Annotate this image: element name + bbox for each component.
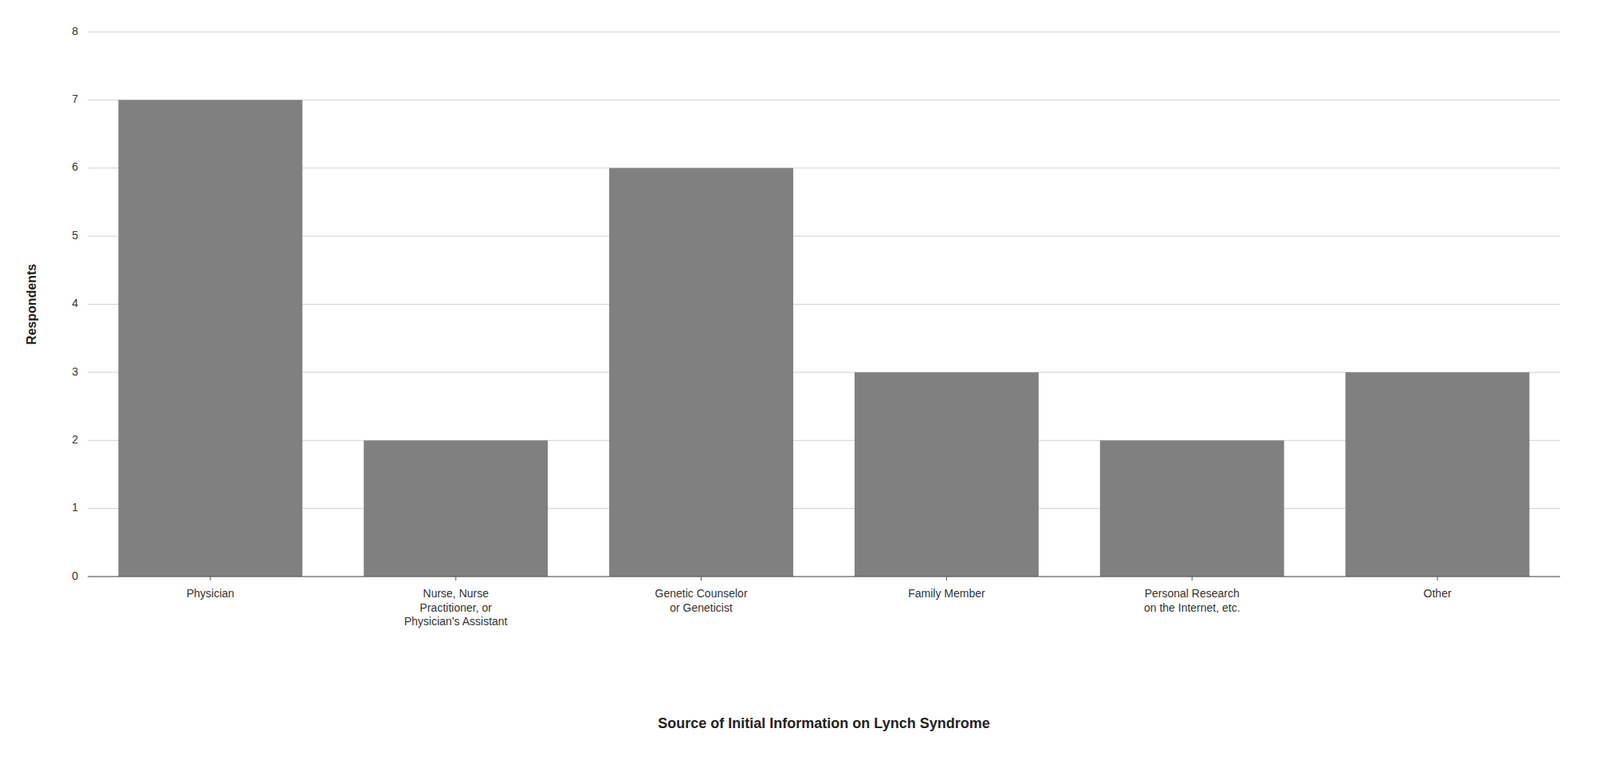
grid-line xyxy=(87,440,1561,441)
x-tick-label-line: Physician's Assistant xyxy=(404,614,508,628)
y-grid xyxy=(87,31,1561,577)
x-tick-label-line: Other xyxy=(1423,586,1452,600)
grid-line xyxy=(87,235,1561,237)
bar xyxy=(854,372,1039,577)
grid-line xyxy=(87,167,1561,169)
x-tick-label: Personal Researchon the Internet, etc. xyxy=(1143,586,1241,614)
page: {"chart_data": {"type": "bar", "categori… xyxy=(0,0,1600,760)
x-tick-label-line: Genetic Counselor xyxy=(655,586,748,600)
chart-container: 0 1 2 3 4 5 6 7 8 Physician Nurse, NursePractition… xyxy=(0,0,1600,760)
bar xyxy=(1100,440,1285,577)
grid-line xyxy=(87,371,1561,373)
x-tick-label: Other xyxy=(1423,586,1452,600)
grid-line xyxy=(87,576,1561,578)
x-tick xyxy=(946,576,948,581)
x-tick-labels: Physician Nurse, NursePractitioner, orPhy… xyxy=(186,576,1452,628)
x-tick-label: Physician xyxy=(186,586,235,600)
y-axis-label: Respondents xyxy=(24,263,39,345)
y-tick-label: 2 xyxy=(71,432,79,446)
bar xyxy=(363,440,548,577)
x-tick xyxy=(1191,576,1193,581)
x-tick-label-line: Physician xyxy=(186,586,235,600)
x-tick xyxy=(209,576,211,581)
x-tick-label: Family Member xyxy=(908,586,986,600)
y-tick-label: 3 xyxy=(71,365,79,378)
bar xyxy=(609,168,794,577)
y-tick-label: 1 xyxy=(71,500,79,514)
x-tick-label-line: Personal Research xyxy=(1144,586,1240,600)
x-tick xyxy=(700,576,702,581)
y-tick-label: 0 xyxy=(71,569,79,582)
x-tick-label-line: on the Internet, etc. xyxy=(1143,601,1241,614)
x-tick-label-line: Family Member xyxy=(908,586,986,600)
y-tick-label: 7 xyxy=(71,92,79,106)
chart-svg: 0 1 2 3 4 5 6 7 8 Physician Nurse, NursePractition… xyxy=(0,0,1600,760)
x-tick-label-line: Practitioner, or xyxy=(420,601,493,614)
bar xyxy=(117,99,303,577)
y-tick-label: 5 xyxy=(71,228,79,242)
x-tick xyxy=(1437,576,1439,581)
y-tick-label: 8 xyxy=(71,24,79,38)
y-tick-label: 4 xyxy=(71,296,79,310)
x-tick-label-line: or Geneticist xyxy=(669,601,733,614)
x-axis-line xyxy=(87,575,1561,577)
x-tick-label-line: Nurse, Nurse xyxy=(423,586,490,600)
x-axis-label: Source of Initial Information on Lynch S… xyxy=(657,715,990,732)
x-tick-label: Genetic Counseloror Geneticist xyxy=(655,586,748,614)
y-tick-labels: 0 1 2 3 4 5 6 7 8 xyxy=(71,24,79,582)
grid-line xyxy=(87,99,1561,101)
x-tick xyxy=(455,576,457,581)
grid-line xyxy=(87,507,1561,509)
x-tick-label: Nurse, NursePractitioner, orPhysician's … xyxy=(404,586,508,628)
grid-line xyxy=(87,303,1561,305)
bar xyxy=(1345,372,1530,577)
grid-line xyxy=(87,31,1561,33)
y-tick-label: 6 xyxy=(71,160,79,173)
bars xyxy=(117,99,1530,577)
